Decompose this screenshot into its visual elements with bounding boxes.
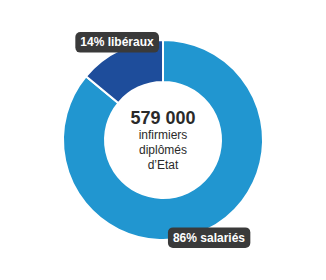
label-box: 86% salariés — [168, 227, 250, 248]
center-total: 579 000 — [130, 108, 195, 128]
center-caption: infirmiers — [139, 128, 188, 142]
data-labels: 86% salariés 14% libéraux — [75, 32, 250, 248]
center-caption: d’Etat — [148, 158, 179, 172]
chart-container: 579 000infirmiersdiplômésd’Etat86% salar… — [0, 0, 326, 280]
label-background — [75, 32, 159, 53]
data-label: 86% salariés — [173, 231, 245, 245]
center-text: 579 000infirmiersdiplômésd’Etat — [130, 108, 195, 172]
center-caption: diplômés — [139, 143, 187, 157]
data-label: 14% libéraux — [80, 35, 154, 49]
slice — [63, 40, 263, 240]
slices — [63, 40, 263, 240]
label-background — [168, 227, 250, 248]
chart: 579 000infirmiersdiplômésd’Etat86% salar… — [0, 0, 326, 280]
label-box: 14% libéraux — [75, 32, 159, 53]
background — [0, 0, 326, 280]
